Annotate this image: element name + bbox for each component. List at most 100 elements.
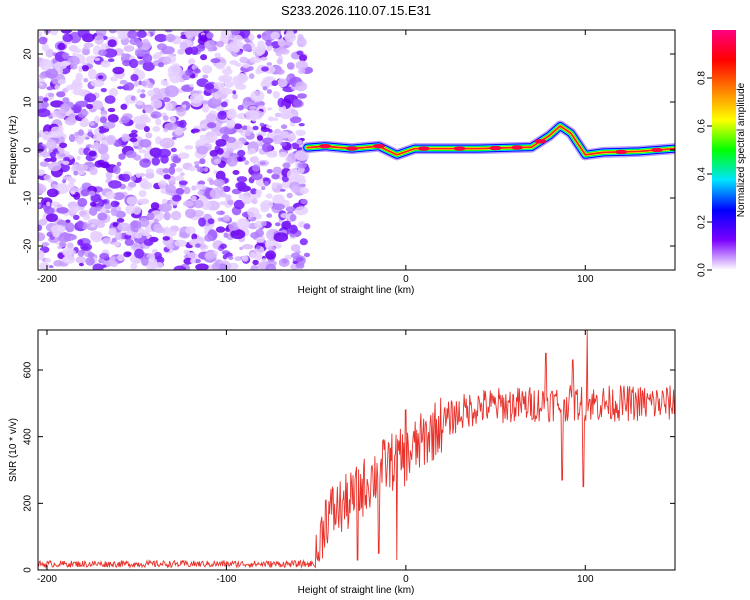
noise-blob — [287, 152, 297, 164]
noise-blob — [117, 33, 128, 40]
noise-blob — [48, 265, 54, 269]
noise-blob — [242, 43, 252, 52]
noise-blob — [69, 205, 80, 213]
noise-blob — [153, 218, 159, 224]
noise-blob — [266, 62, 273, 67]
noise-blob — [270, 41, 281, 49]
noise-blob — [300, 198, 308, 205]
noise-blob — [226, 119, 236, 129]
snr-y-tick-label: 200 — [23, 495, 34, 512]
noise-blob — [295, 139, 303, 145]
noise-blob — [214, 52, 221, 59]
ridge-hotspot — [346, 146, 359, 151]
noise-blob — [292, 98, 303, 107]
noise-blob — [162, 229, 177, 237]
noise-blob — [41, 242, 50, 247]
noise-blob — [265, 124, 272, 129]
noise-blob — [112, 222, 119, 227]
noise-blob — [108, 180, 122, 189]
snr-y-tick-label: 0 — [23, 567, 34, 573]
noise-blob — [200, 128, 207, 132]
noise-blob — [126, 196, 138, 206]
noise-blob — [96, 222, 106, 228]
noise-blob — [286, 62, 295, 70]
noise-blob — [58, 241, 67, 248]
noise-blob — [174, 40, 181, 45]
noise-blob — [84, 93, 97, 103]
noise-blob — [237, 104, 244, 111]
noise-blob — [38, 169, 45, 176]
spectrogram-y-tick-label: 20 — [23, 48, 34, 60]
noise-blob — [282, 162, 291, 169]
noise-blob — [102, 121, 116, 129]
noise-blob — [62, 255, 76, 264]
noise-blob — [78, 262, 84, 267]
noise-blob — [230, 229, 246, 240]
noise-blob — [158, 62, 164, 68]
noise-blob — [130, 95, 136, 101]
noise-blob — [165, 33, 176, 43]
noise-blob — [222, 68, 233, 76]
noise-blob — [191, 185, 197, 191]
noise-blob — [80, 188, 90, 197]
noise-blob — [130, 242, 141, 251]
noise-blob — [38, 36, 48, 45]
noise-blob — [96, 30, 107, 38]
noise-blob — [250, 264, 259, 270]
noise-blob — [46, 201, 51, 207]
noise-blob — [271, 173, 280, 180]
snr-x-tick-label: 0 — [403, 574, 409, 585]
ridge-hotspot — [511, 145, 524, 150]
snr-x-ticks: -200 -100 0 100 — [37, 330, 594, 585]
noise-blob — [108, 227, 117, 236]
spectrogram-noise-region — [38, 30, 313, 270]
noise-blob — [277, 97, 285, 108]
noise-blob — [197, 190, 204, 196]
noise-blob — [260, 56, 268, 61]
noise-blob — [272, 134, 284, 145]
noise-blob — [213, 178, 225, 187]
noise-blob — [92, 263, 104, 270]
noise-blob — [265, 193, 273, 199]
noise-blob — [183, 257, 193, 265]
noise-blob — [237, 74, 249, 83]
noise-blob — [123, 45, 135, 52]
noise-blob — [261, 66, 269, 72]
noise-blob — [260, 220, 267, 227]
noise-blob — [128, 132, 138, 138]
noise-blob — [229, 41, 237, 50]
noise-blob — [138, 227, 145, 234]
noise-blob — [245, 109, 260, 120]
noise-blob — [175, 167, 183, 173]
noise-blob — [47, 161, 62, 172]
noise-blob — [267, 116, 275, 122]
noise-blob — [223, 232, 229, 238]
noise-blob — [281, 175, 290, 183]
snr-x-tick-label: -100 — [216, 574, 236, 585]
snr-y-label: SNR (10 * v/v) — [8, 418, 19, 482]
noise-blob — [252, 164, 261, 172]
noise-blob — [183, 186, 191, 195]
noise-blob — [229, 113, 233, 118]
noise-blob — [299, 187, 309, 195]
noise-blob — [172, 194, 182, 202]
noise-blob — [57, 232, 71, 243]
noise-blob — [245, 129, 251, 137]
noise-blob — [44, 258, 52, 263]
noise-blob — [110, 200, 120, 208]
noise-blob — [102, 199, 108, 204]
noise-blob — [138, 217, 150, 228]
noise-blob — [98, 49, 107, 57]
noise-blob — [204, 40, 216, 50]
noise-blob — [171, 136, 177, 140]
noise-blob — [78, 68, 83, 72]
spectrogram-y-tick-label: 0 — [23, 147, 34, 153]
noise-blob — [166, 244, 175, 250]
noise-blob — [199, 158, 206, 165]
noise-blob — [180, 172, 185, 177]
noise-blob — [216, 210, 226, 216]
noise-blob — [286, 192, 293, 199]
noise-blob — [177, 48, 185, 55]
noise-blob — [265, 250, 277, 260]
colorbar-tick-label: 0.0 — [697, 263, 708, 277]
